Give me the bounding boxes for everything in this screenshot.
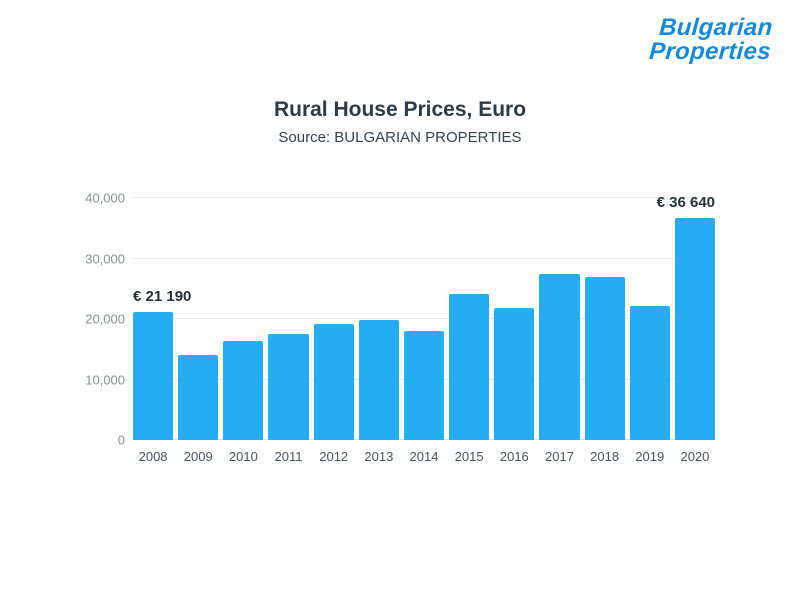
gridline-20,000 [133, 318, 715, 319]
bar-cell [584, 198, 625, 440]
bar-cell [178, 198, 219, 440]
bar-2012 [313, 323, 354, 440]
logo-line-1: Bulgarian [658, 14, 774, 41]
y-tick-label: 30,000 [85, 251, 125, 266]
x-tick-2017: 2017 [545, 449, 574, 464]
x-tick-2009: 2009 [183, 449, 213, 464]
bulgarian-properties-logo: Bulgarian Properties [648, 14, 774, 66]
plot-row: 0 10,000 20,000 30,000 40,000 € 21 190 € 36 6… [85, 191, 716, 448]
y-tick-label: 40,000 [85, 190, 125, 206]
bar-2008: € 21 190 [133, 288, 191, 440]
bar-2020: € 36 640 [657, 194, 716, 440]
x-tick-2015: 2015 [454, 449, 484, 464]
chart-subtitle: Source: BULGARIAN PROPERTIES [278, 129, 522, 146]
bar-2013 [358, 320, 399, 440]
bar-cell [494, 198, 535, 440]
x-tick-2012: 2012 [319, 449, 349, 464]
y-tick-label: 20,000 [85, 311, 125, 327]
bar-value-label-2020: € 36 640 [656, 194, 716, 212]
plot-area: € 21 190 € 36 640 [133, 194, 716, 440]
bar-cell [403, 198, 445, 440]
bar-2018 [584, 277, 625, 440]
chart-header: Rural House Prices, Euro Source: BULGARI… [0, 0, 800, 146]
x-tick-2008: 2008 [138, 449, 168, 464]
bar-cell [268, 198, 309, 440]
bar-cell [449, 198, 490, 440]
x-tick-2019: 2019 [635, 449, 665, 464]
bar-2009 [178, 355, 219, 440]
y-tick-label: 10,000 [85, 372, 125, 387]
y-tick-label: 0 [117, 432, 125, 448]
chart-title: Rural House Prices, Euro [273, 98, 527, 121]
bar-cell [358, 198, 399, 440]
x-tick-2020: 2020 [680, 449, 710, 464]
gridline-30,000 [133, 257, 715, 259]
bar-cell [223, 198, 264, 440]
x-tick-2018: 2018 [590, 449, 620, 464]
bar-value-label-2008: € 21 190 [133, 287, 192, 305]
y-axis: 0 10,000 20,000 30,000 40,000 [85, 191, 133, 448]
logo-line-2: Properties [648, 38, 773, 66]
bars-container: € 21 190 € 36 640 [133, 194, 716, 440]
x-tick-2011: 2011 [274, 449, 303, 464]
bar-2017 [539, 273, 580, 440]
bar-2016 [494, 308, 535, 440]
x-tick-2016: 2016 [499, 449, 529, 464]
bar-2014 [403, 331, 445, 440]
bar-cell [629, 198, 670, 440]
x-tick-2010: 2010 [228, 449, 258, 464]
bar-chart: 0 10,000 20,000 30,000 40,000 € 21 190 € 36 6… [85, 191, 716, 464]
bar-cell [539, 198, 580, 440]
bar-cell: € 21 190 [133, 198, 191, 440]
bar-2011 [268, 334, 309, 440]
bar-2019 [629, 306, 670, 440]
x-axis: 2008 2009 2010 2011 2012 2013 2014 2015 2016 2017… [133, 449, 715, 464]
x-tick-2013: 2013 [364, 449, 394, 464]
x-tick-2014: 2014 [409, 449, 439, 464]
bar-cell: € 36 640 [657, 194, 716, 440]
bar-2015 [449, 294, 490, 440]
bar-cell [313, 198, 354, 440]
bar-2010 [223, 340, 264, 440]
gridline-40,000 [133, 197, 715, 198]
